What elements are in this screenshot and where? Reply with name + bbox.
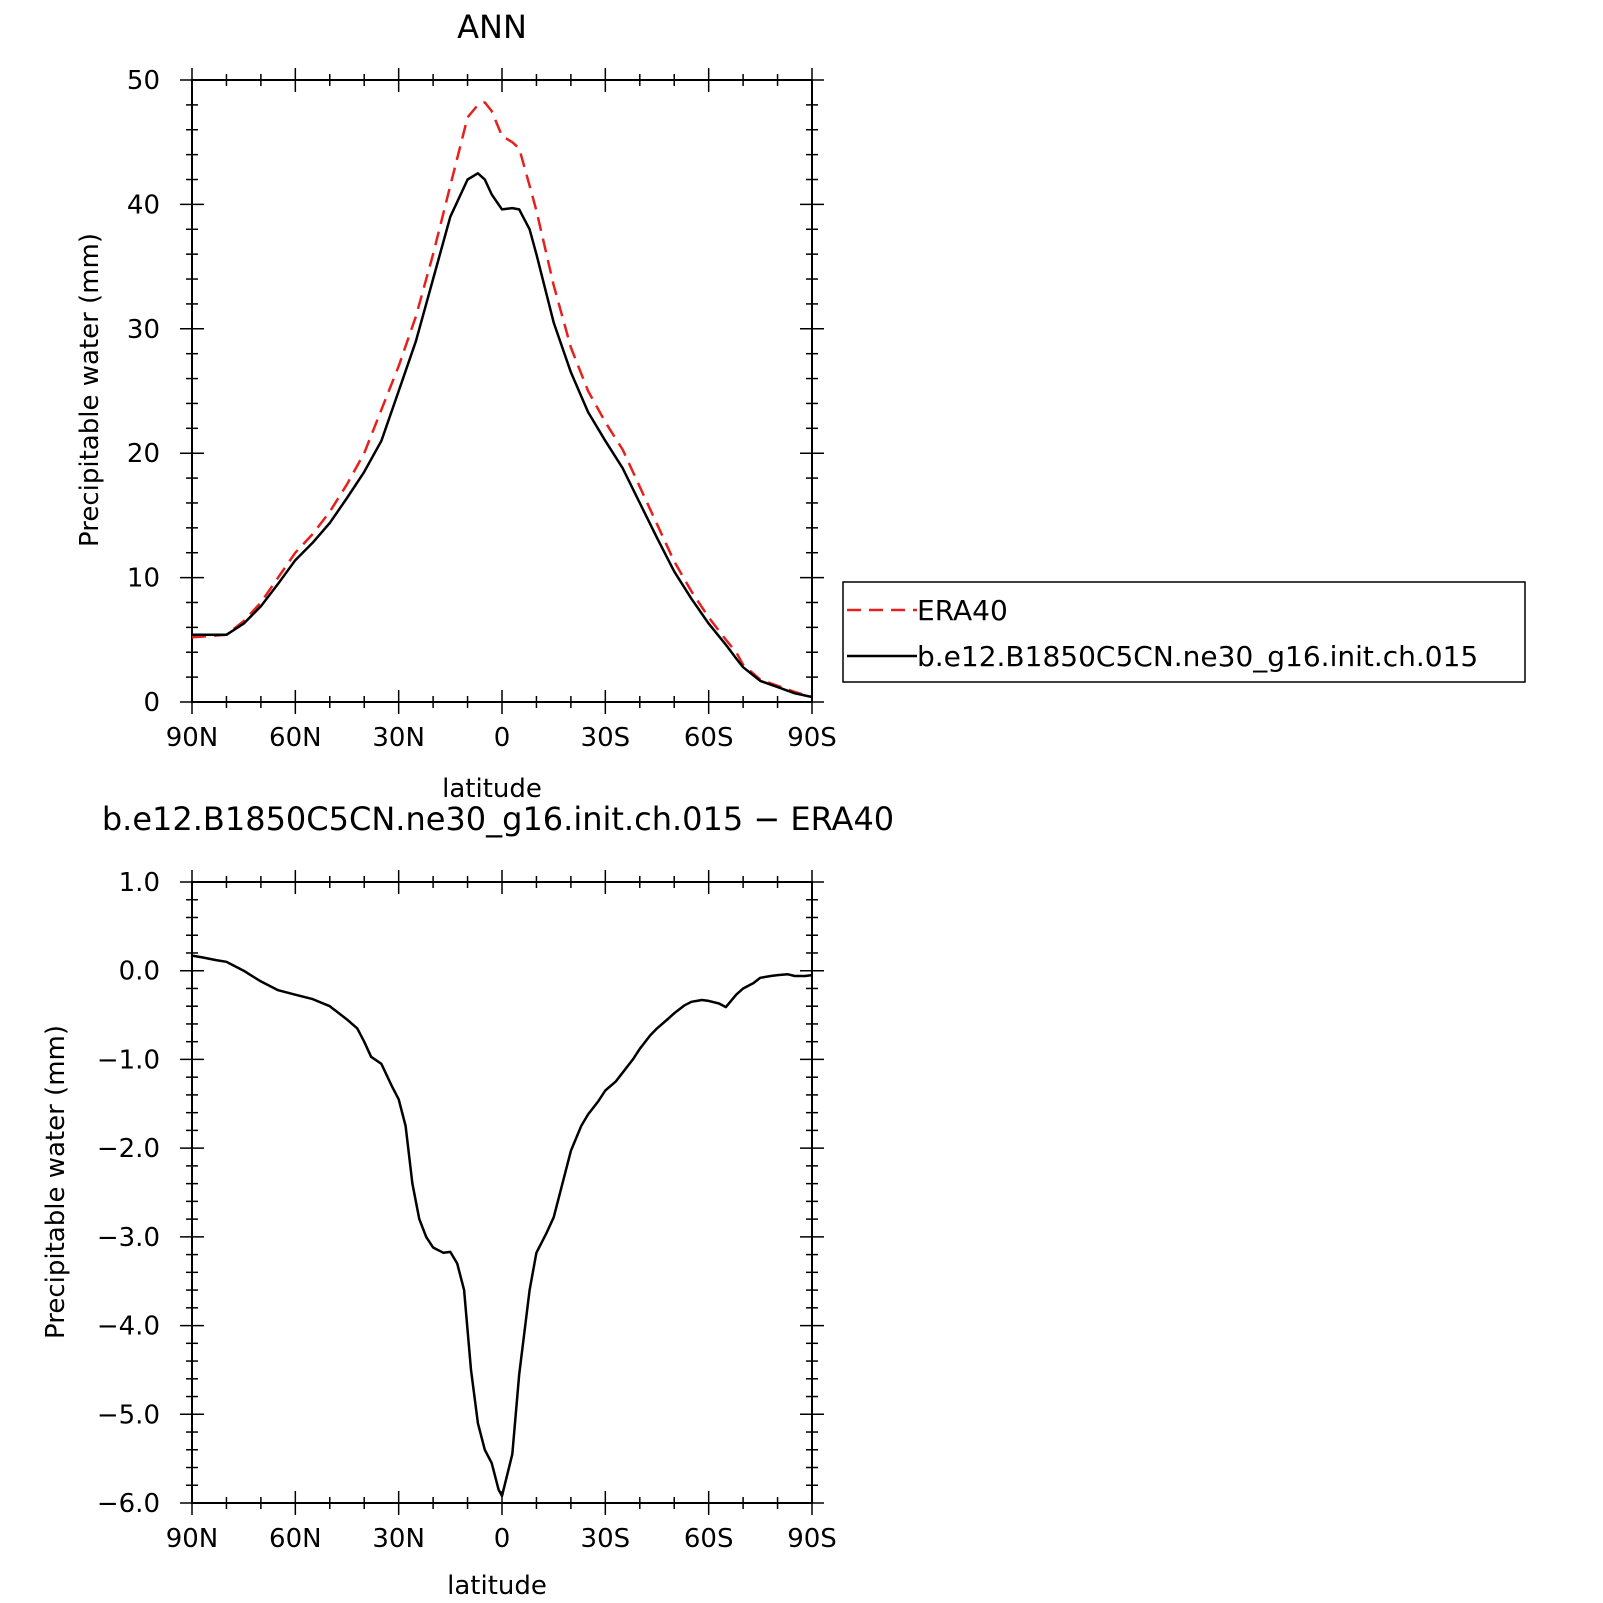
x-tick-label: 90N <box>166 723 219 753</box>
plot-frame <box>191 79 813 703</box>
x-tick-label: 60S <box>684 1524 734 1554</box>
y-axis-label: Precipitable water (mm) <box>75 233 105 547</box>
x-tick-label: 60N <box>269 723 322 753</box>
panel-difference: b.e12.B1850C5CN.ne30_g16.init.ch.015 − E… <box>41 800 894 1601</box>
legend-label-model: b.e12.B1850C5CN.ne30_g16.init.ch.015 <box>917 640 1478 673</box>
x-tick-label: 30S <box>581 723 631 753</box>
x-tick-label: 30N <box>372 723 425 753</box>
x-axis-label: latitude <box>447 1571 547 1601</box>
legend-label-era40: ERA40 <box>917 594 1008 627</box>
y-tick-label: 0 <box>143 688 160 718</box>
y-tick-label: 0.0 <box>119 957 160 987</box>
chart-title: b.e12.B1850C5CN.ne30_g16.init.ch.015 − E… <box>102 800 894 838</box>
x-tick-label: 90S <box>787 1524 837 1554</box>
y-tick-label: −2.0 <box>97 1134 160 1164</box>
x-tick-label: 30N <box>372 1524 425 1554</box>
y-tick-label: 30 <box>127 315 160 345</box>
y-tick-label: −5.0 <box>97 1400 160 1430</box>
x-tick-label: 0 <box>494 723 511 753</box>
y-tick-label: 50 <box>127 66 160 96</box>
x-axis-label: latitude <box>442 774 542 804</box>
plot-area: 90N 60N 30N 0 30S 60S 90S 0 10 20 30 40 50 <box>127 66 837 753</box>
x-tick-label: 90S <box>787 723 837 753</box>
series-line-difference <box>191 954 813 1498</box>
panel-annual-mean: ANN 90N 60N 30N 0 30S 60S 90S 0 10 20 30 40 50 latit… <box>75 8 837 804</box>
x-tick-label: 0 <box>494 1524 511 1554</box>
y-tick-label: 40 <box>127 190 160 220</box>
legend: ERA40 b.e12.B1850C5CN.ne30_g16.init.ch.0… <box>842 581 1526 683</box>
legend-box <box>842 581 1526 683</box>
y-tick-label: −3.0 <box>97 1223 160 1253</box>
y-tick-label: 1.0 <box>119 868 160 898</box>
y-tick-label: −4.0 <box>97 1312 160 1342</box>
series-line-0 <box>191 101 813 699</box>
y-tick-label: −6.0 <box>97 1489 160 1519</box>
chart-title: ANN <box>457 8 527 46</box>
x-tick-label: 60N <box>269 1524 322 1554</box>
y-tick-label: 10 <box>127 564 160 594</box>
y-tick-label: −1.0 <box>97 1045 160 1075</box>
x-tick-label: 60S <box>684 723 734 753</box>
x-tick-label: 30S <box>581 1524 631 1554</box>
plot-frame <box>191 881 813 1504</box>
y-tick-label: 20 <box>127 439 160 469</box>
plot-area: 90N 60N 30N 0 30S 60S 90S 1.0 0.0 −1.0 −2.0 −3.0 −4.… <box>97 868 837 1554</box>
y-axis-label: Precipitable water (mm) <box>41 1025 71 1339</box>
x-tick-label: 90N <box>166 1524 219 1554</box>
series-line-1 <box>192 172 813 699</box>
